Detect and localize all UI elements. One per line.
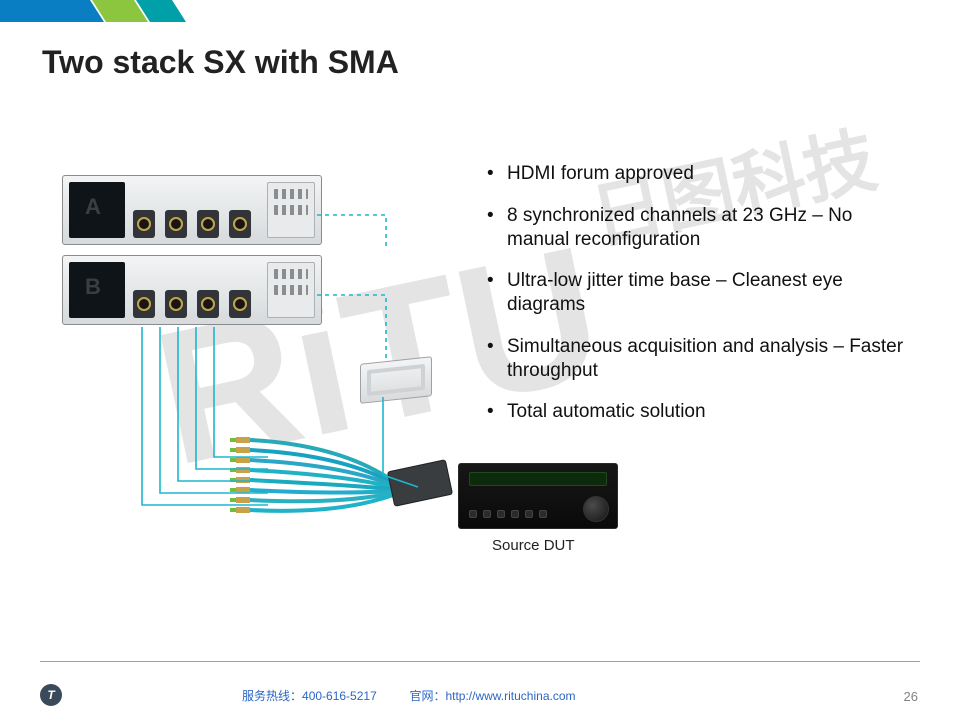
bullet-item: Simultaneous acquisition and analysis – … — [485, 335, 915, 383]
site-link[interactable]: http://www.rituchina.com — [445, 689, 575, 703]
page-number: 26 — [904, 689, 918, 704]
footer-info: 服务热线：400-616-5217 官网：http://www.rituchin… — [242, 687, 576, 704]
footer-rule — [40, 661, 920, 662]
site-label: 官网： — [409, 689, 445, 703]
bullet-item: Ultra-low jitter time base – Cleanest ey… — [485, 269, 915, 317]
bullet-item: Total automatic solution — [485, 400, 915, 424]
bullet-item: HDMI forum approved — [485, 162, 915, 186]
brand-logo: T — [40, 684, 62, 706]
hotline-label: 服务热线： — [242, 689, 302, 703]
slide-footer: T 服务热线：400-616-5217 官网：http://www.rituch… — [0, 670, 960, 720]
bullet-item: 8 synchronized channels at 23 GHz – No m… — [485, 204, 915, 252]
hotline-value: 400-616-5217 — [302, 689, 377, 703]
corner-accent — [0, 0, 190, 22]
page-title: Two stack SX with SMA — [42, 44, 399, 81]
feature-bullets: HDMI forum approved 8 synchronized chann… — [485, 162, 915, 442]
